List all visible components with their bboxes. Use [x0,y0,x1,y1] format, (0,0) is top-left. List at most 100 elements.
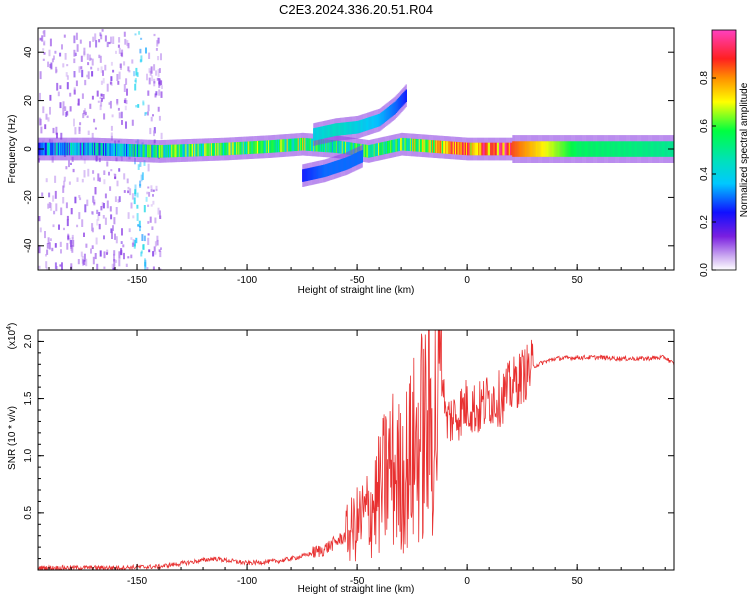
spectrogram-track-cell [460,142,462,155]
spectrogram-track-cell [260,140,262,154]
spectrogram-track-cell [531,141,533,157]
spectrogram-track-cell [625,141,628,157]
spectrogram-noise-cell [134,78,137,84]
spectrogram-noise-cell [81,219,84,227]
spectrogram-track-cell [60,142,62,156]
spectrogram-noise-cell [108,41,111,45]
spectrogram-noise-cell [39,71,42,80]
spectrogram-noise-cell [47,61,50,68]
spectrogram-track-cell [66,142,69,156]
spectrogram-track-cell [551,141,554,157]
spectrogram-track-cell [46,142,49,156]
spectrogram-track-cell [63,142,65,156]
spectrogram-track-cell [562,141,565,157]
spectrogram-track-cell [425,139,427,153]
spectrogram-noise-cell [55,126,58,135]
spectrogram-noise-cell [149,70,152,76]
spectrogram-noise-cell [43,52,46,55]
snr-marks [38,330,674,570]
spectrogram-track-cell [121,143,124,157]
spectrogram-noise-cell [139,184,142,187]
spectrogram-noise-cell [69,92,72,97]
spectrogram-track-cell [187,144,190,157]
spectrogram-track-cell [434,140,436,153]
spectrogram-track-cell [619,141,621,157]
spectrogram-track-cell [489,142,491,156]
spectrogram-track-cell [320,165,323,178]
spectrogram-track-cell [384,109,387,122]
spectrogram-track-cell [543,141,545,157]
spectrogram-noise-cell [140,37,143,40]
spectrogram-noise-cell [144,261,147,270]
spectrogram-noise-cell [77,98,80,106]
spectrogram-track-cell [316,166,318,179]
spectrogram-track-cell [506,142,509,156]
snr-axes: -150 -100 -50 0 50 0.5 1.0 1.5 2.0 [23,330,674,587]
spectrogram-track-cell [341,122,344,136]
spectrogram-track-cell [185,144,187,157]
spectrogram-track-cell [85,142,87,156]
spectrogram-track-cell [341,141,344,154]
spectrogram-noise-cell [119,63,122,68]
spectrogram-noise-cell [142,100,145,104]
spectrogram-noise-cell [93,202,96,205]
spectrogram-track-cell [52,142,54,156]
spectrogram-track-cell [259,140,261,154]
spectrogram-track-cell [107,143,109,156]
spectrogram-track-cell [349,155,351,169]
spectrogram-noise-cell [73,49,76,57]
spectrogram-noise-cell [139,180,142,188]
spectrogram-track-cell [110,143,113,156]
spectrogram-noise-cell [155,48,158,51]
spectrogram-noise-cell [125,100,128,105]
spectrogram-noise-cell [85,243,88,248]
spectrogram-track-cell [511,142,513,156]
spectrogram-track-cell [318,127,321,140]
spectrogram-noise-cell [49,94,52,101]
spectrogram-noise-cell [139,48,142,54]
spectrogram-track-cell [315,166,317,179]
spectrogram-track-cell [545,141,547,157]
spectrogram-track-cell [370,144,372,158]
spectrogram-noise-cell [100,66,103,73]
spectrogram-track-cell [326,163,328,177]
spectrogram-noise-cell [153,130,155,137]
spectrogram-track-cell [514,141,516,157]
spectrogram-track-cell [533,141,535,157]
spectrogram-noise-cell [108,102,111,105]
spectrogram-noise-cell [44,124,47,130]
spectrogram-track-cell [83,142,85,156]
spectrogram-track-cell [193,143,195,157]
spectrogram-noise-cell [65,111,68,117]
spectrogram-noise-cell [68,160,70,168]
spectrogram-noise-cell [137,104,140,108]
spectrogram-noise-cell [160,247,162,250]
spectrogram-track-cell [198,143,201,157]
spectrogram-track-cell [274,139,277,153]
spectrogram-track-cell [553,141,555,157]
spectrogram-track-cell [353,153,356,167]
spectrogram-track-cell [326,139,328,153]
spectrogram-track-cell [173,144,175,158]
spectrogram-noise-cell [71,234,74,240]
spectrogram-track-cell [525,141,527,157]
spectrogram-noise-cell [102,70,104,76]
spectrogram-track-cell [99,142,102,156]
spectrogram-track-cell [293,138,295,152]
spectrogram-noise-cell [92,195,95,203]
spectrogram-track-cell [652,141,654,157]
spectrogram-track-cell [265,140,268,154]
spectrogram-noise-cell [146,111,149,116]
spectrogram-noise-cell [88,54,91,61]
spectrogram-noise-cell [98,223,101,230]
spectrogram-track-cell [165,144,168,158]
spectrogram-track-cell [404,90,406,104]
spectrogram-track-cell [466,142,468,156]
spectrogram-track-cell [349,142,351,155]
spectrogram-track-cell [233,142,236,155]
spectrogram-noise-cell [158,89,161,96]
spectrogram-track-cell [218,142,220,156]
spectrogram-track-cell [269,140,271,153]
spectrogram-noise-cell [93,177,95,181]
spectrogram-track-cell [336,160,338,174]
